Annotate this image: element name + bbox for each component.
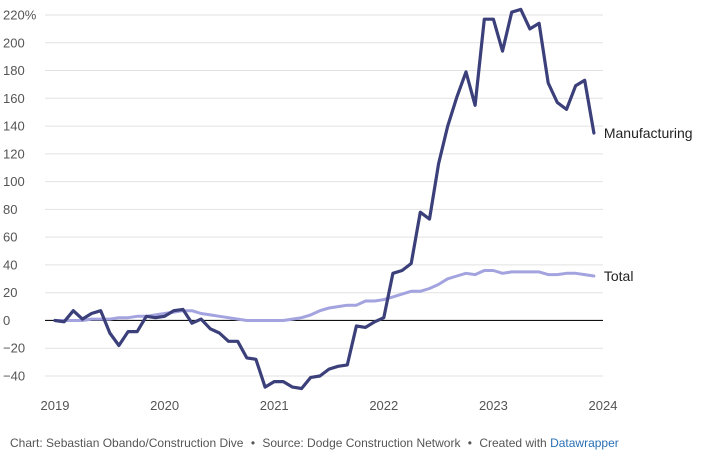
footer-created-with: Created with: [479, 436, 547, 450]
y-tick-label: 40: [3, 257, 17, 272]
footer-separator: •: [250, 436, 256, 450]
y-tick-label: 100: [3, 174, 25, 189]
y-tick-label: 180: [3, 63, 25, 78]
x-tick-label: 2022: [369, 398, 398, 413]
y-tick-label: 140: [3, 119, 25, 134]
y-tick-label: 160: [3, 91, 25, 106]
y-tick-label: 220%: [3, 8, 37, 23]
y-tick-label: −20: [3, 341, 25, 356]
datawrapper-link[interactable]: Datawrapper: [550, 436, 619, 450]
x-axis-tick-labels: 2019 2020 2021 2022 2023 2024: [41, 398, 618, 413]
y-tick-label: 20: [3, 285, 17, 300]
y-tick-label: 200: [3, 35, 25, 50]
footer-separator: •: [467, 436, 472, 450]
y-tick-label: 0: [3, 313, 10, 328]
series-label-total: Total: [604, 268, 634, 284]
x-tick-label: 2019: [41, 398, 70, 413]
series-end-labels: Total Manufacturing: [604, 125, 693, 284]
line-chart: −40 −20 0 20 40 60 80 100 120 140 160 180 200 220% 20…: [3, 7, 693, 414]
chart-footer: Chart: Sebastian Obando/Construction Div…: [10, 436, 619, 450]
series-lines: [53, 7, 596, 391]
x-tick-label: 2024: [589, 398, 618, 413]
y-tick-label: 80: [3, 202, 17, 217]
y-tick-label: 60: [3, 230, 17, 245]
x-tick-label: 2021: [260, 398, 289, 413]
series-line-manufacturing: [53, 7, 596, 391]
x-tick-label: 2020: [150, 398, 179, 413]
gridlines: [45, 14, 603, 377]
series-label-manufacturing: Manufacturing: [604, 125, 693, 141]
footer-source: Source: Dodge Construction Network: [262, 436, 461, 450]
y-tick-label: 120: [3, 146, 25, 161]
x-tick-label: 2023: [479, 398, 508, 413]
y-axis-tick-labels: −40 −20 0 20 40 60 80 100 120 140 160 180 200 220%: [3, 8, 37, 384]
y-tick-label: −40: [3, 369, 25, 384]
footer-chart-credit: Chart: Sebastian Obando/Construction Div…: [10, 436, 244, 450]
series-line-total: [53, 269, 596, 322]
